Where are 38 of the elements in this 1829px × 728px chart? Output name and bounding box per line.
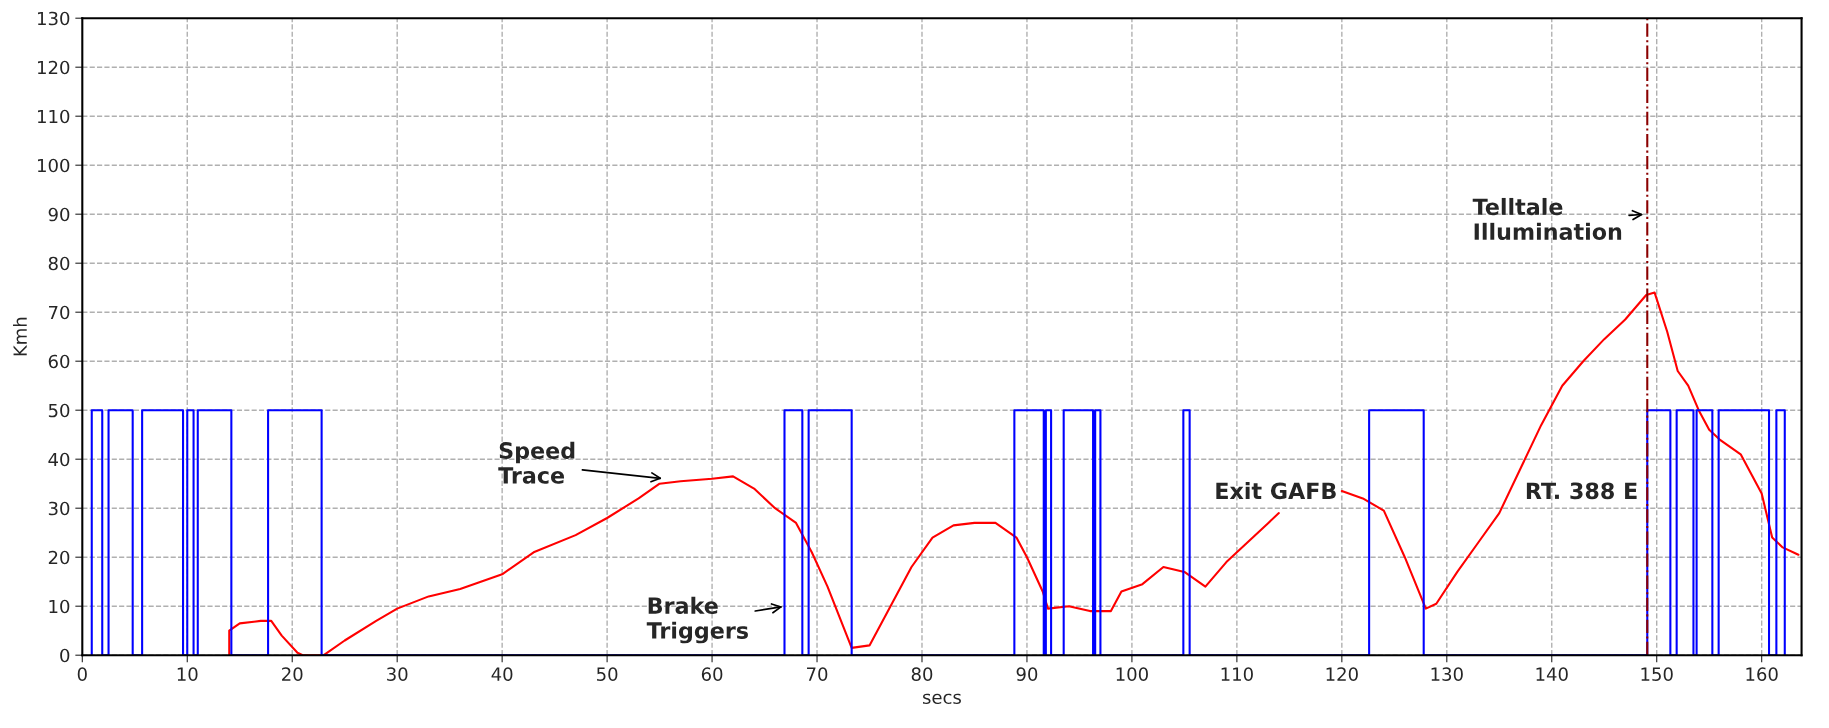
x-tick-label: 50 (597, 667, 618, 681)
y-tick-label: 130 (38, 11, 70, 26)
y-tick-label: 20 (48, 550, 70, 565)
x-tick-label: 60 (701, 667, 723, 681)
x-tick-label: 120 (1326, 667, 1358, 681)
y-tick-label: 40 (48, 452, 70, 467)
x-tick-label: 160 (1746, 667, 1778, 681)
x-tick-label: 20 (282, 667, 303, 681)
y-tick-label: 80 (48, 256, 70, 271)
annotation: Exit GAFB (1216, 482, 1336, 500)
y-tick-label: 110 (38, 109, 70, 124)
y-tick-label: 60 (48, 354, 70, 369)
annotation: Telltale Illumination (1472, 197, 1622, 241)
y-tick-label: 90 (48, 207, 70, 222)
annotation: Speed Trace (498, 441, 575, 484)
x-tick-label: 110 (1221, 667, 1253, 681)
y-axis-title: Kmh (13, 317, 27, 356)
x-tick-label: 0 (77, 667, 87, 681)
y-tick-label: 100 (38, 158, 70, 173)
x-tick-label: 70 (807, 667, 828, 681)
x-tick-label: 30 (387, 667, 408, 681)
x-tick-label: 130 (1431, 667, 1463, 681)
y-tick-label: 120 (38, 60, 70, 75)
x-tick-label: 40 (491, 667, 513, 681)
x-tick-label: 140 (1536, 667, 1568, 681)
y-tick-label: 50 (48, 403, 70, 418)
annotation: Brake Triggers (646, 596, 748, 644)
x-tick-label: 150 (1641, 667, 1673, 681)
x-tick-label: 100 (1116, 667, 1148, 681)
x-tick-label: 10 (177, 667, 198, 681)
x-tick-label: 90 (1016, 667, 1038, 681)
y-tick-label: 0 (60, 648, 70, 663)
x-axis-title: secs (922, 693, 961, 705)
annotation: RT. 388 E (1526, 482, 1637, 500)
x-tick-label: 80 (911, 667, 933, 681)
y-tick-label: 10 (49, 599, 70, 614)
y-tick-label: 70 (49, 305, 70, 320)
y-tick-label: 30 (48, 501, 70, 516)
